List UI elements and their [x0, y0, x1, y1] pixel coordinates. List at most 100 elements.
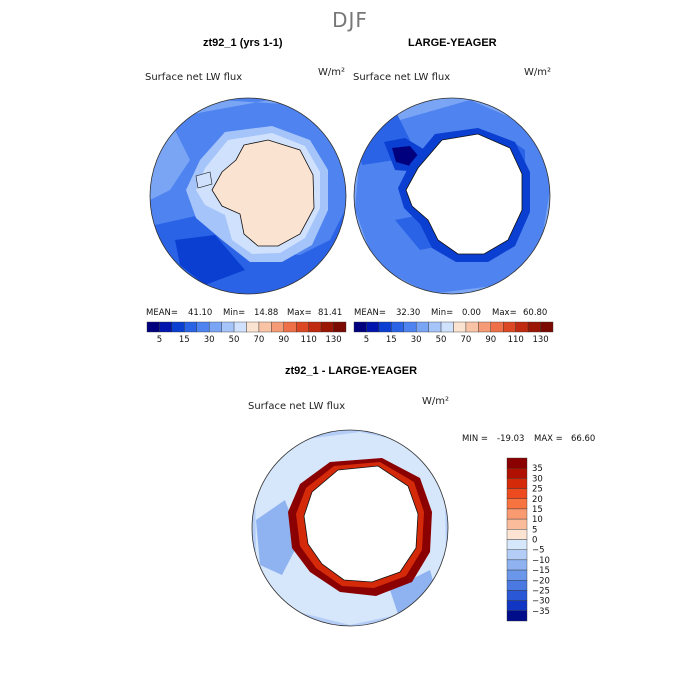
panel-1-colorbar-swatch [233, 321, 247, 333]
panel-3-colorbar-tick-label: 35 [532, 464, 543, 474]
panel-2-colorbar-swatch [353, 321, 367, 333]
panel-1-peninsula [195, 171, 213, 189]
panel-1-colorbar-swatch [171, 321, 185, 333]
panel-1-ocean-band [160, 98, 340, 150]
panel-3-map [252, 430, 448, 626]
panel-3-colorbar-swatch [506, 559, 528, 571]
panel-2-mean-value: 32.30 [396, 308, 421, 318]
panel-1-colorbar-swatch [196, 321, 210, 333]
panel-1-max-value: 81.41 [318, 308, 343, 318]
panel-2-antarctica [405, 133, 523, 255]
panel-3-colorbar-tick-label: −20 [532, 576, 550, 586]
panel-3-colorbar-swatch [506, 478, 528, 489]
panel-3-colorbar-tick-label: 20 [532, 495, 543, 505]
panel-3-colorbar-swatch [506, 580, 528, 591]
panel-2-colorbar-swatch [428, 321, 442, 333]
panel-1-colorbar-tick-label: 30 [204, 335, 215, 345]
panel-2-colorbar-swatch [366, 321, 380, 333]
panel-2-max-label: Max= [492, 308, 517, 318]
panel-1-colorbar-swatch [333, 321, 347, 333]
panel-2-colorbar-tick-label: 70 [461, 335, 472, 345]
panel-2-colorbar-tick-label: 50 [436, 335, 447, 345]
panel-2-mean-label: MEAN= [354, 308, 386, 318]
panel-2-colorbar-swatch [490, 321, 504, 333]
panel-2-colorbar-swatch [503, 321, 516, 333]
panel-2-colorbar: 5 15 30 50 70 90 110 130 [353, 321, 554, 345]
panel-3-colorbar-tick-label: 25 [532, 485, 543, 495]
panel-2-colorbar-tick-label: 90 [485, 335, 496, 345]
panel-2-colorbar-tick-label: 110 [508, 335, 524, 345]
panel-3-colorbar-tick-label: −10 [532, 556, 550, 566]
panel-2-colorbar-swatch [440, 321, 454, 333]
panel-1-min-label: Min= [223, 308, 246, 318]
panel-3-title: zt92_1 - LARGE-YEAGER [285, 365, 418, 377]
panel-1-colorbar: 5 15 30 50 70 90 110 130 [146, 321, 347, 345]
panel-3-antarctica [303, 465, 419, 583]
panel-3-colorbar-swatch [506, 590, 528, 601]
panel-2-map-border [353, 97, 551, 295]
panel-3-min-value: -19.03 [497, 434, 525, 444]
panel-1-title: zt92_1 (yrs 1-1) [203, 37, 283, 49]
panel-2-colorbar-swatch [515, 321, 529, 333]
panel-2-max-value: 60.80 [523, 308, 548, 318]
panel-2-colorbar-swatch [478, 321, 492, 333]
panel-3-colorbar-swatch [506, 549, 528, 561]
panel-3-colorbar-swatch [506, 518, 528, 530]
panel-1-colorbar-tick-label: 70 [254, 335, 265, 345]
panel-2-colorbar-swatch [465, 321, 479, 333]
panel-1-colorbar-swatch [320, 321, 334, 333]
panel-1-colorbar-swatch [246, 321, 260, 333]
panel-3-colorbar-tick-label: 15 [532, 505, 543, 515]
panel-1-colorbar-tick-label: 15 [179, 335, 190, 345]
panel-2-colorbar-swatch [415, 321, 429, 333]
panel-1-colorbar-swatch [296, 321, 309, 333]
panel-3-units: W/m² [422, 396, 450, 407]
panel-1-colorbar-tick-label: 90 [278, 335, 289, 345]
panel-2-colorbar-swatch [378, 321, 392, 333]
panel-2-colorbar-swatch [527, 321, 541, 333]
panel-3-colorbar-swatch [506, 467, 528, 479]
panel-2-colorbar-swatch [453, 321, 467, 333]
panel-1-min-value: 14.88 [254, 308, 279, 318]
panel-1-max-label: Max= [287, 308, 312, 318]
panel-3-min-label: MIN = [462, 434, 489, 444]
panel-2-units: W/m² [524, 67, 552, 78]
panel-3-colorbar-tick-label: −15 [532, 566, 550, 576]
panel-1-map-border [149, 97, 347, 295]
panel-3-colorbar-tick-label: 5 [532, 525, 537, 535]
panel-2-map [354, 98, 550, 294]
panel-3-colorbar-tick-label: −35 [532, 607, 550, 617]
panel-3-colorbar-swatch [506, 457, 528, 469]
panel-2-min-value: 0.00 [462, 308, 481, 318]
panel-2-colorbar-tick-label: 5 [364, 335, 369, 345]
panel-1-colorbar-swatch [208, 321, 222, 333]
panel-3-colorbar-swatch [506, 508, 528, 520]
panel-1-colorbar-swatch [271, 321, 285, 333]
panel-3-map-border [251, 429, 449, 627]
page-title: DJF [332, 8, 368, 32]
panel-1-colorbar-swatch [159, 321, 173, 333]
panel-1-colorbar-tick-label: 50 [229, 335, 240, 345]
panel-2-title: LARGE-YEAGER [408, 37, 497, 49]
panel-3-colorbar-swatch [506, 600, 528, 612]
panel-1-colorbar-swatch [258, 321, 272, 333]
panel-3-colorbar-tick-label: −5 [532, 546, 545, 556]
panel-2-colorbar-tick-label: 30 [411, 335, 422, 345]
panel-2-colorbar-swatch [391, 321, 404, 333]
panel-1-colorbar-tick-label: 110 [301, 335, 317, 345]
panel-2-field-label: Surface net LW flux [353, 72, 451, 83]
panel-1-colorbar-swatch [221, 321, 235, 333]
panel-1-colorbar-swatch [308, 321, 322, 333]
panel-3-colorbar-tick-label: 0 [532, 536, 537, 546]
panel-3-colorbar-swatch [506, 539, 528, 550]
panel-1-colorbar-swatch [184, 321, 197, 333]
panel-2-min-label: Min= [431, 308, 454, 318]
panel-1-mean-label: MEAN= [146, 308, 178, 318]
panel-3-colorbar-swatch [506, 569, 528, 581]
panel-2-colorbar-tick-label: 130 [532, 335, 548, 345]
panel-3-colorbar-swatch [506, 529, 528, 540]
panel-3-colorbar-swatch [506, 498, 528, 510]
panel-1-antarctica [211, 139, 315, 247]
